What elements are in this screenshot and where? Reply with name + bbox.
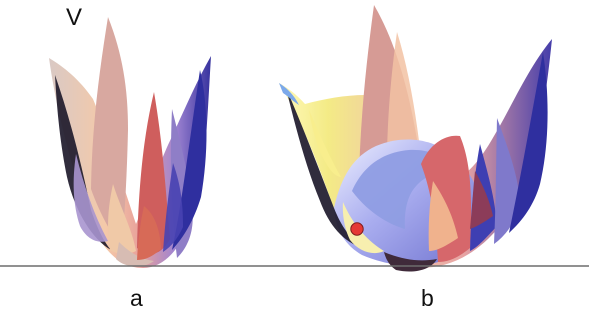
potential-axis-label: V	[66, 4, 83, 31]
panel-label-b: b	[421, 285, 434, 311]
position-marker-dot	[350, 222, 364, 236]
surface-a	[49, 17, 211, 268]
surface-b	[279, 5, 552, 272]
panel-label-a: a	[130, 285, 143, 311]
